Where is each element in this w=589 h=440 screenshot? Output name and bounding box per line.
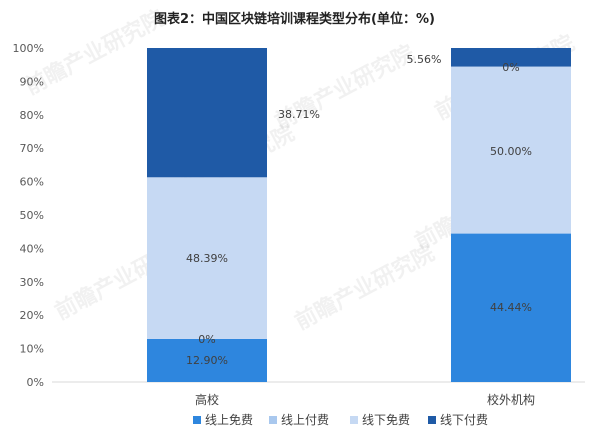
bar-segment (147, 338, 267, 382)
y-tick-label: 20% (20, 309, 44, 322)
data-label: 0% (198, 333, 215, 346)
data-label: 5.56% (407, 53, 442, 66)
data-label: 38.71% (278, 108, 320, 121)
bar-segment (451, 48, 571, 67)
legend-label: 线上付费 (281, 413, 329, 427)
legend-swatch (428, 416, 436, 424)
watermark-text: 前瞻产业研究院 (291, 240, 439, 335)
y-tick-label: 100% (13, 42, 44, 55)
legend-label: 线下免费 (362, 412, 410, 427)
data-label: 50.00% (490, 145, 532, 158)
legend-swatch (193, 416, 201, 424)
legend-swatch (350, 416, 358, 424)
y-tick-label: 0% (27, 376, 44, 389)
bar-segment (147, 177, 267, 339)
y-tick-label: 50% (20, 209, 44, 222)
data-label: 44.44% (490, 301, 532, 314)
bar-segment (147, 48, 267, 178)
y-tick-label: 90% (20, 75, 44, 88)
y-tick-label: 30% (20, 276, 44, 289)
data-label: 48.39% (186, 252, 228, 265)
watermark-text: 前瞻产业研究院 (271, 40, 419, 135)
x-category-label: 校外机构 (487, 392, 535, 407)
data-label: 0% (502, 61, 519, 74)
x-category-label: 高校 (195, 392, 219, 407)
legend-label: 线上免费 (205, 412, 253, 427)
legend-label: 线下付费 (440, 413, 488, 427)
data-label: 12.90% (186, 354, 228, 367)
bar-segment (451, 66, 571, 234)
y-tick-label: 40% (20, 242, 44, 255)
y-tick-label: 80% (20, 109, 44, 122)
y-tick-label: 60% (20, 176, 44, 189)
y-tick-label: 10% (20, 343, 44, 356)
y-tick-label: 70% (20, 142, 44, 155)
chart-title: 图表2：中国区块链培训课程类型分布(单位：%) (154, 12, 435, 27)
legend-swatch (269, 416, 277, 424)
bar-segment (451, 233, 571, 382)
